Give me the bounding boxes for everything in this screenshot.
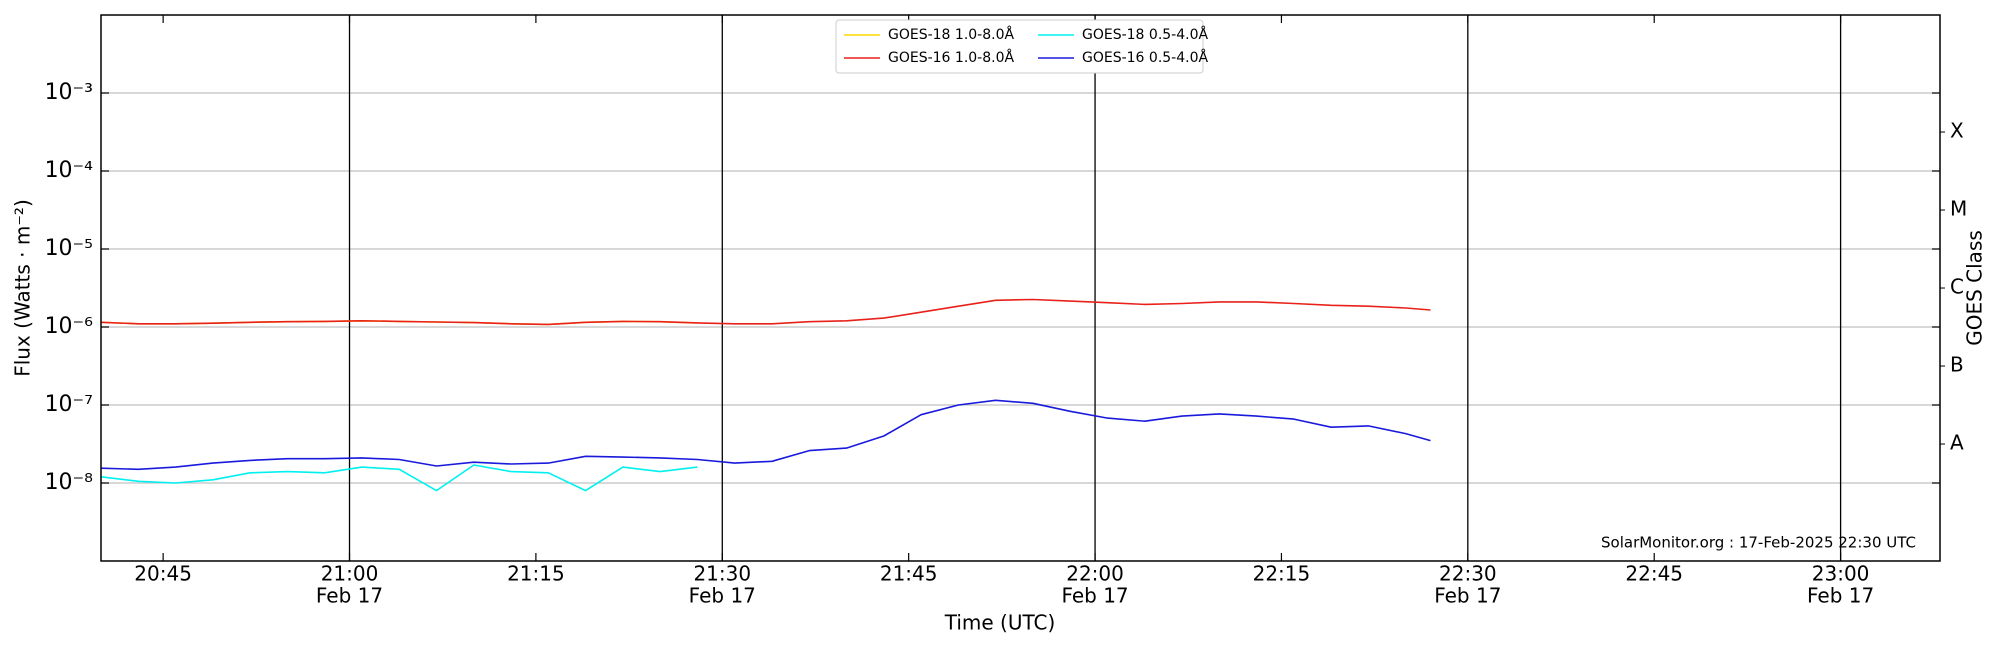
x-tick-date: Feb 17	[1434, 584, 1501, 608]
series-line	[100, 298, 1431, 326]
series-line	[100, 399, 1431, 471]
x-tick-label: 21:30	[693, 562, 751, 586]
y2-tick-label: M	[1950, 197, 1967, 221]
x-tick-label: 20:45	[134, 562, 192, 586]
x-tick-label: 21:45	[880, 562, 938, 586]
footer: SolarMonitor.org : 17-Feb-2025 22:30 UTC	[1601, 534, 1916, 552]
y-tick-label: 10⁻⁶	[45, 314, 94, 339]
x-tick-label: 22:15	[1253, 562, 1311, 586]
x-tick-label: 22:45	[1625, 562, 1683, 586]
y2-axis-label: GOES Class	[1963, 230, 1987, 346]
y-tick-label: 10⁻⁷	[45, 392, 93, 417]
legend-box	[835, 19, 1204, 74]
y-tick-label: 10⁻⁴	[45, 158, 94, 183]
y2-tick-label: B	[1950, 353, 1964, 377]
legend-label: GOES-16 1.0-8.0Å	[888, 49, 1014, 66]
x-tick-label: 22:30	[1439, 562, 1497, 586]
plot-frame	[100, 14, 1941, 562]
x-tick-label: 21:00	[321, 562, 379, 586]
y2-tick-label: X	[1950, 119, 1964, 143]
series-line	[100, 464, 698, 492]
x-tick-date: Feb 17	[316, 584, 383, 608]
y2-tick-label: C	[1950, 275, 1964, 299]
y2-tick-label: A	[1950, 431, 1964, 455]
legend-label: GOES-18 1.0-8.0Å	[888, 26, 1014, 43]
x-tick-date: Feb 17	[1061, 584, 1128, 608]
y-axis-label: Flux (Watts · m⁻²)	[11, 199, 35, 377]
legend-label: GOES-18 0.5-4.0Å	[1082, 26, 1208, 43]
y-tick-label: 10⁻⁵	[45, 236, 93, 261]
y-tick-label: 10⁻⁸	[45, 470, 94, 495]
x-tick-date: Feb 17	[689, 584, 756, 608]
x-tick-date: Feb 17	[1807, 584, 1874, 608]
x-tick-label: 23:00	[1812, 562, 1870, 586]
y-tick-label: 10⁻³	[45, 80, 93, 105]
legend-label: GOES-16 0.5-4.0Å	[1082, 49, 1208, 66]
x-axis-label: Time (UTC)	[944, 611, 1056, 635]
x-tick-label: 22:00	[1066, 562, 1124, 586]
x-tick-label: 21:15	[507, 562, 565, 586]
